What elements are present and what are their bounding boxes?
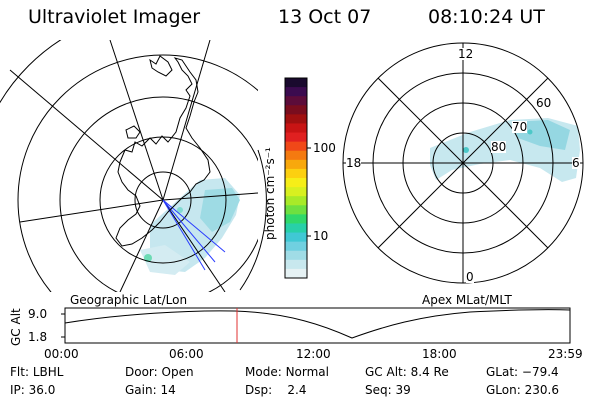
geo-sun-direction <box>162 199 226 271</box>
timeline-ytick-1-8: 1.8 <box>28 330 48 344</box>
mlt-label-6: 6 <box>572 156 580 170</box>
colorbar-cell <box>285 141 307 152</box>
colorbar-cell <box>285 150 307 161</box>
colorbar-cell <box>285 259 307 270</box>
info-glat: GLat: −79.4 <box>486 365 559 379</box>
mlat-label-80: 80 <box>491 140 507 154</box>
info-gain: Gain: 14 <box>125 383 176 397</box>
geographic-map-panel <box>0 40 258 292</box>
antarctica-coastline <box>115 57 211 247</box>
colorbar-cell <box>285 250 307 261</box>
timeline-xtick: 23:59 <box>548 347 583 361</box>
colorbar-cell <box>285 196 307 206</box>
info-dsp: Dsp: 2.4 <box>245 383 307 397</box>
timeline-xtick: 06:00 <box>169 347 204 361</box>
colorbar-cell <box>285 159 307 170</box>
observation-date: 13 Oct 07 <box>278 6 372 28</box>
info-mode: Mode: Normal <box>245 365 329 379</box>
colorbar-cell <box>285 178 307 188</box>
info-seq: Seq: 39 <box>365 383 411 397</box>
colorbar-cell <box>285 223 307 234</box>
timeline-xtick: 00:00 <box>44 347 79 361</box>
mlat-label-70: 70 <box>512 120 528 134</box>
colorbar-cell <box>285 232 307 243</box>
observation-time: 08:10:24 UT <box>428 6 545 28</box>
timeline-ylabel: GC Alt <box>9 308 23 346</box>
mlt-label-0: 0 <box>466 270 474 284</box>
colorbar-tick-100: 100 <box>313 141 336 155</box>
colorbar-cell <box>285 96 307 106</box>
info-gc-alt: GC Alt: 8.4 Re <box>365 365 449 379</box>
timeline-xtick: 12:00 <box>296 347 331 361</box>
colorbar-cell <box>285 105 307 115</box>
info-ip: IP: 36.0 <box>10 383 56 397</box>
colorbar-cell <box>285 214 307 224</box>
colorbar-cell <box>285 78 307 88</box>
magnetic-map-panel <box>342 42 584 284</box>
colorbar-cell <box>285 132 307 143</box>
colorbar-cell <box>285 87 307 97</box>
timeline-xtick: 18:00 <box>422 347 457 361</box>
intensity-colorbar <box>284 77 311 279</box>
window-title: Ultraviolet Imager <box>28 6 201 28</box>
timeline-ytick-9: 9.0 <box>28 307 48 321</box>
mlt-label-18: 18 <box>346 156 362 170</box>
info-filter: Flt: LBHL <box>10 365 64 379</box>
altitude-curve <box>64 309 571 339</box>
colorbar-cell <box>285 114 307 124</box>
colorbar-cell <box>285 205 307 215</box>
mag-panel-label: Apex MLat/MLT <box>422 293 512 307</box>
colorbar-cell <box>285 241 307 252</box>
colorbar-unit-label: photon cm⁻²s⁻¹ <box>263 147 277 240</box>
geo-aurora-emission <box>140 178 240 275</box>
colorbar-cell <box>285 187 307 197</box>
colorbar-cell <box>285 168 307 179</box>
mlat-label-60: 60 <box>536 96 552 110</box>
mag-mlt-grid <box>343 43 583 283</box>
info-door: Door: Open <box>125 365 194 379</box>
geo-limb <box>239 149 267 291</box>
colorbar-cell <box>285 268 307 279</box>
mlt-label-12: 12 <box>458 47 474 61</box>
geo-panel-label: Geographic Lat/Lon <box>70 293 188 307</box>
colorbar-cell <box>285 123 307 134</box>
orbit-altitude-timeline <box>61 307 571 344</box>
colorbar-tick-10: 10 <box>313 229 329 243</box>
geo-longitude-grid <box>9 40 258 292</box>
info-glon: GLon: 230.6 <box>486 383 559 397</box>
